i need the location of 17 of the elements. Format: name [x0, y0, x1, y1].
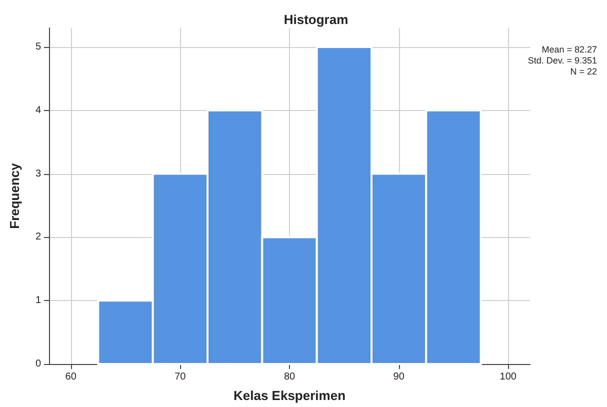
x-axis-title: Kelas Eksperimen — [233, 388, 346, 403]
y-tick-label: 0 — [35, 358, 42, 370]
chart-title: Histogram — [284, 12, 348, 27]
x-tick-label: 100 — [500, 372, 517, 382]
y-tick-label: 3 — [35, 168, 42, 180]
y-tick-label: 5 — [35, 42, 42, 53]
x-tick-label: 70 — [174, 372, 186, 382]
x-tick-label: 80 — [284, 372, 296, 382]
x-tick-label: 60 — [65, 372, 77, 382]
text: Mean = 82.27 — [542, 44, 598, 54]
y-tick-label: 4 — [35, 104, 42, 116]
text: N = 22 — [570, 66, 598, 76]
annotation: Std. Dev. = 9.351 — [528, 56, 598, 66]
y-tick-label: 1 — [35, 295, 42, 306]
y-axis-title: Frequency — [7, 162, 22, 229]
x-tick-label: 90 — [393, 372, 405, 382]
y-tick-label: 2 — [35, 232, 42, 243]
